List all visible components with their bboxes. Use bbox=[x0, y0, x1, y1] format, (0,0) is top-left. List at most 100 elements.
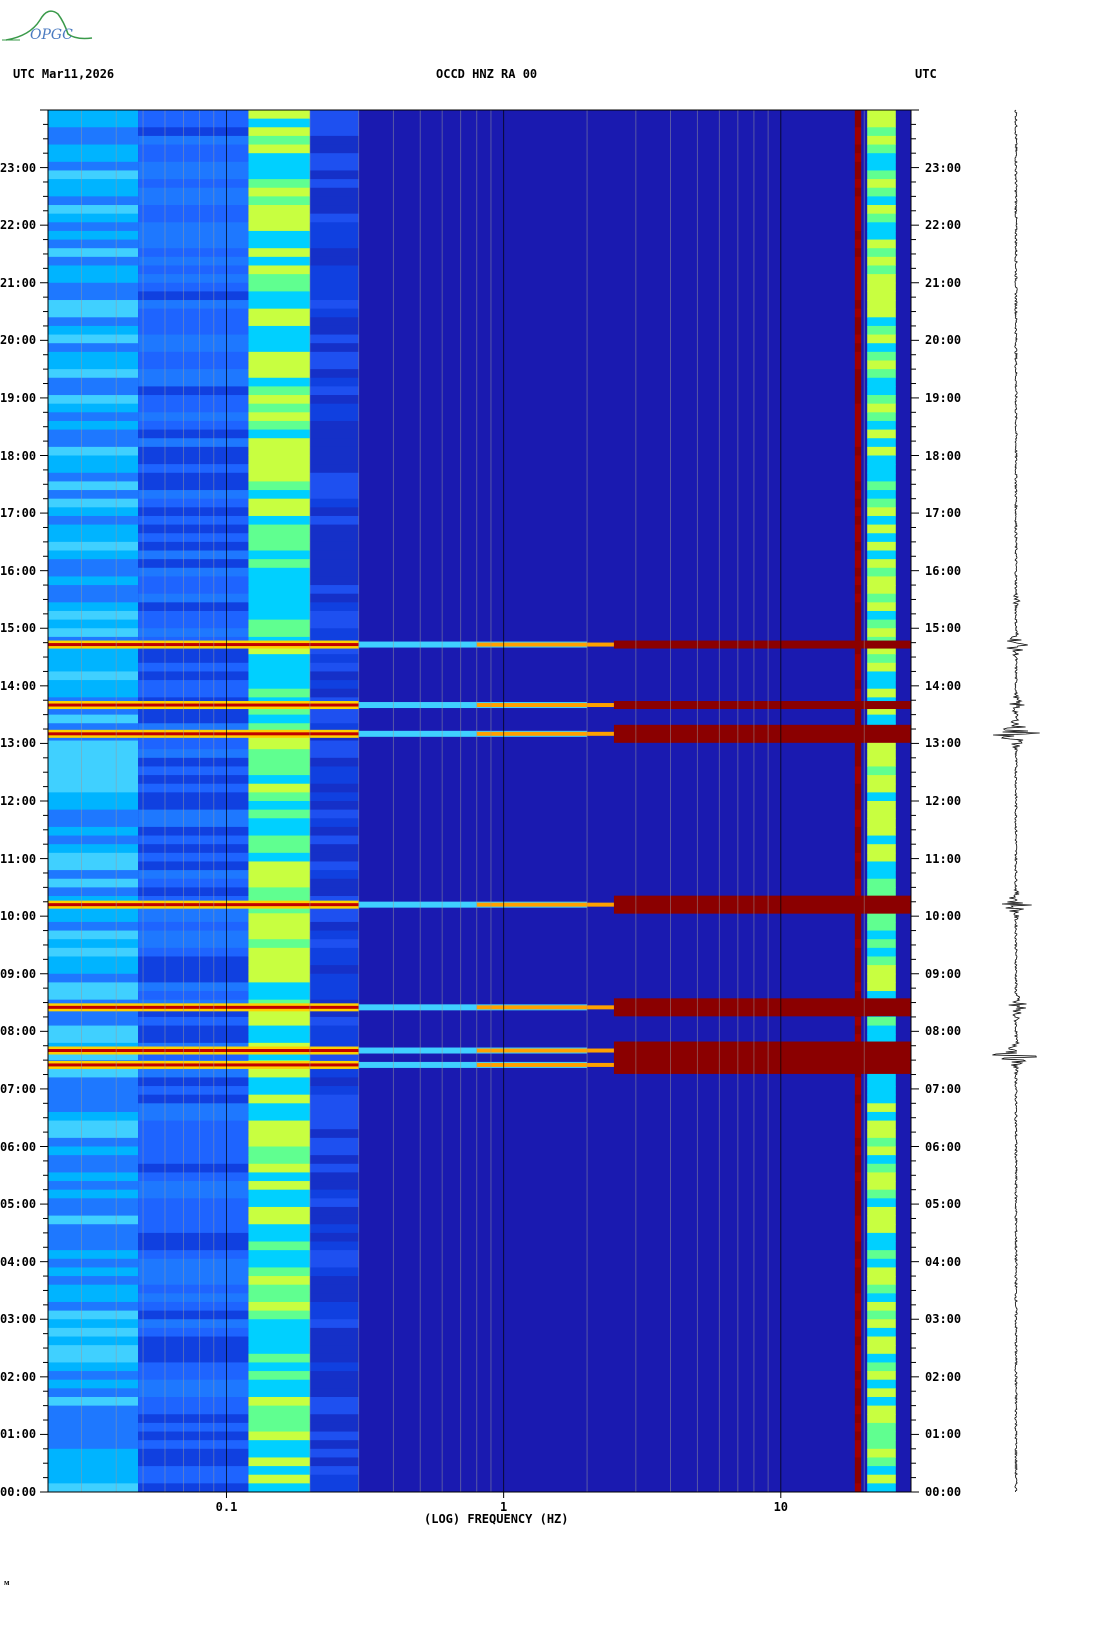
band-cell bbox=[867, 593, 896, 603]
spectrum-cell bbox=[138, 818, 249, 828]
spectrum-cell bbox=[48, 645, 139, 655]
band-cell bbox=[854, 300, 862, 310]
band-cell bbox=[248, 896, 310, 906]
band-cell bbox=[248, 818, 310, 828]
spectrum-cell bbox=[138, 740, 249, 750]
event-streak-6 bbox=[48, 640, 911, 649]
band-cell bbox=[854, 602, 862, 612]
spectrum-cell bbox=[138, 654, 249, 664]
spectrum-cell bbox=[48, 852, 139, 862]
band-cell bbox=[854, 766, 862, 776]
band-cell bbox=[248, 610, 310, 621]
band-cell bbox=[248, 1345, 310, 1355]
band-cell bbox=[854, 1146, 862, 1156]
band-cell bbox=[248, 1371, 310, 1381]
band-cell bbox=[867, 515, 896, 526]
band-cell bbox=[867, 930, 896, 940]
band-cell bbox=[854, 1163, 862, 1173]
spectrum-cell bbox=[138, 395, 249, 405]
spectrum-cell bbox=[309, 533, 359, 543]
band-cell bbox=[248, 515, 310, 526]
y-tick-label-right: 03:00 bbox=[925, 1312, 962, 1327]
band-cell bbox=[854, 291, 862, 301]
band-cell bbox=[248, 161, 310, 171]
spectrum-cell bbox=[309, 1198, 359, 1208]
spectrum-cell bbox=[309, 904, 359, 914]
spectrum-cell bbox=[48, 602, 139, 612]
band-cell bbox=[867, 1336, 896, 1346]
spectrum-cell bbox=[138, 1198, 249, 1208]
spectrum-cell bbox=[48, 1172, 139, 1182]
spectrum-cell bbox=[48, 1267, 139, 1277]
band-cell bbox=[867, 740, 896, 750]
band-cell bbox=[867, 455, 896, 465]
spectrum-cell bbox=[48, 317, 139, 327]
band-cell bbox=[867, 325, 896, 336]
spectrum-cell bbox=[138, 213, 249, 223]
band-cell bbox=[867, 205, 896, 215]
spectrum-cell bbox=[48, 472, 139, 482]
band-cell bbox=[248, 1284, 310, 1294]
band-cell bbox=[248, 1016, 310, 1027]
spectrum-cell bbox=[309, 110, 359, 120]
spectrum-cell bbox=[48, 1241, 139, 1251]
spectrum-cell bbox=[48, 1120, 139, 1130]
spectrum-cell bbox=[309, 826, 359, 837]
band-cell bbox=[854, 585, 862, 595]
spectrum-cell bbox=[138, 403, 249, 413]
spectrum-cell bbox=[138, 619, 249, 629]
spectrum-cell bbox=[48, 1250, 139, 1260]
band-cell bbox=[867, 766, 896, 776]
event-streak-1 bbox=[48, 1041, 911, 1060]
band-cell bbox=[854, 1172, 862, 1182]
spectrum-cell bbox=[138, 688, 249, 698]
spectrum-cell bbox=[309, 386, 359, 396]
band-cell bbox=[867, 248, 896, 258]
band-cell bbox=[867, 334, 896, 344]
spectrum-cell bbox=[138, 1146, 249, 1156]
spectrum-cell bbox=[138, 1293, 249, 1303]
spectrum-cell bbox=[48, 1483, 139, 1493]
spectrum-cell bbox=[309, 1232, 359, 1243]
spectrum-cell bbox=[309, 464, 359, 474]
spectrum-cell bbox=[138, 265, 249, 275]
spectrum-cell bbox=[48, 1137, 139, 1147]
event-mid-freq bbox=[358, 702, 588, 709]
band-cell bbox=[867, 861, 896, 871]
band-cell bbox=[248, 1146, 310, 1156]
spectrum-cell bbox=[138, 196, 249, 206]
spectrum-cell bbox=[48, 222, 139, 232]
spectrum-cell bbox=[48, 1224, 139, 1234]
band-cell bbox=[248, 628, 310, 638]
spectrum-cell bbox=[138, 1120, 249, 1130]
spectrum-cell bbox=[48, 135, 139, 146]
band-cell bbox=[867, 1103, 896, 1113]
spectrum-cell bbox=[48, 369, 139, 379]
spectrum-cell bbox=[138, 593, 249, 603]
spectrum-cell bbox=[309, 714, 359, 724]
y-tick-label-left: 23:00 bbox=[0, 160, 37, 175]
spectrum-cell bbox=[48, 1034, 139, 1044]
spectrum-cell bbox=[48, 991, 139, 1001]
band-cell bbox=[248, 567, 310, 577]
band-cell bbox=[867, 818, 896, 828]
band-cell bbox=[854, 1258, 862, 1268]
band-cell bbox=[854, 144, 862, 154]
band-cell bbox=[867, 464, 896, 474]
spectrum-cell bbox=[309, 1336, 359, 1346]
band-cell bbox=[854, 567, 862, 577]
spectrum-cell bbox=[309, 438, 359, 448]
spectrum-cell bbox=[138, 1457, 249, 1467]
band-cell bbox=[854, 1474, 862, 1484]
band-cell bbox=[248, 1293, 310, 1303]
y-tick-label-right: 05:00 bbox=[925, 1197, 962, 1212]
y-tick-label-right: 18:00 bbox=[925, 448, 962, 463]
band-cell bbox=[867, 291, 896, 301]
spectrum-cell bbox=[48, 265, 139, 275]
spectrum-cell bbox=[309, 1051, 359, 1061]
band-cell bbox=[248, 472, 310, 482]
band-cell bbox=[248, 377, 310, 387]
spectrum-cell bbox=[309, 1319, 359, 1329]
spectrum-cell bbox=[138, 973, 249, 983]
spectrum-cell bbox=[48, 1155, 139, 1165]
